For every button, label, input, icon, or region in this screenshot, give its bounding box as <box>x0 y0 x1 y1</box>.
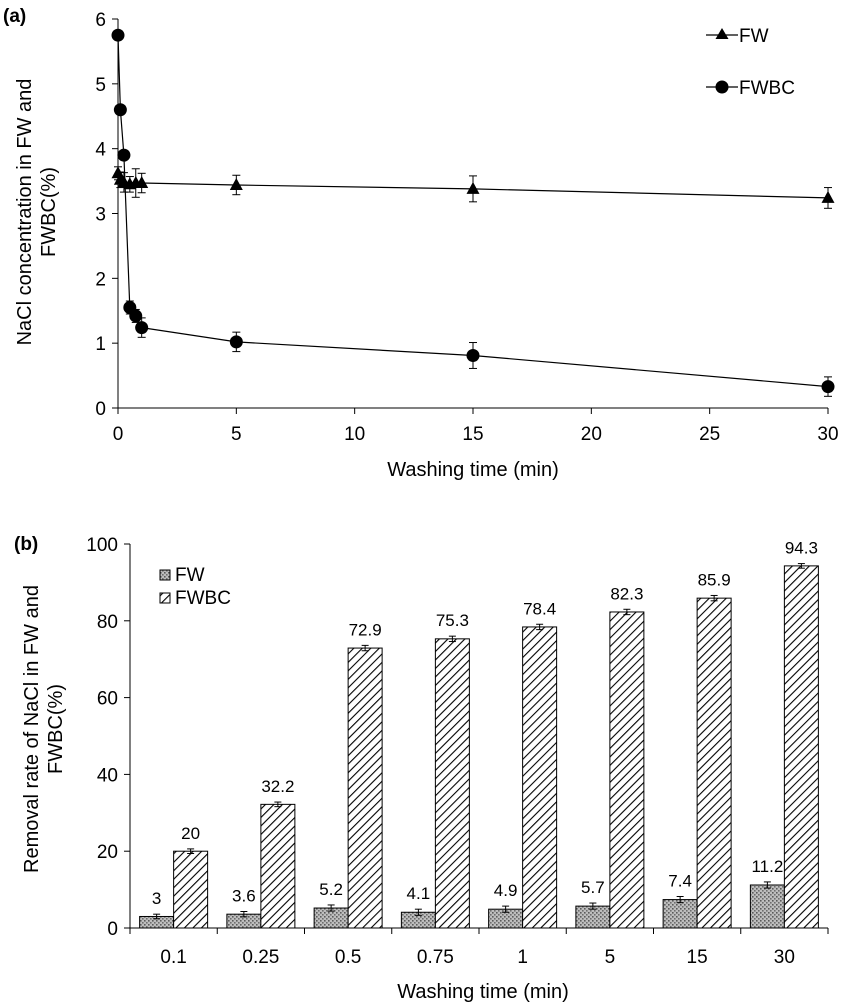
chart-a-fwbc-point-8 <box>821 380 835 394</box>
chart-a-y-tick-label-5: 5 <box>95 75 106 96</box>
chart-b-fwbc-bar-4 <box>522 626 558 929</box>
chart-b-y-label: Removal rate of NaCl in FW and FWBC(%) <box>21 585 67 873</box>
chart-b: (b) Removal rate of NaCl in FW and FWBC(… <box>14 534 829 1003</box>
chart-b-x-tick-label-1: 0.25 <box>242 947 279 968</box>
chart-a-fwbc-point-4 <box>129 309 143 323</box>
chart-b-fwbc-data-label-4: 78.4 <box>523 599 556 618</box>
chart-b-fwbc-bar-1 <box>260 803 296 929</box>
chart-a-y-label-line2: FWBC(%) <box>38 167 60 257</box>
chart-a-fw-point-6 <box>229 178 243 190</box>
chart-a-y-label: NaCl concentration in FW and FWBC(%) <box>14 79 60 346</box>
chart-b-fwbc-data-label-2: 72.9 <box>349 620 382 639</box>
legend-b-fwbc-label: FWBC <box>175 588 231 609</box>
chart-b-fw-data-label-6: 7.4 <box>668 872 692 891</box>
chart-a-x-tick-label-4: 20 <box>581 424 602 445</box>
chart-b-y-tick-label-5: 100 <box>86 535 118 556</box>
legend-b-fw-swatch <box>159 569 171 581</box>
chart-b-fwbc-bar-6 <box>696 597 732 929</box>
chart-a-fwbc-point-1 <box>113 103 127 117</box>
chart-b-legend: FW FWBC <box>159 565 231 609</box>
chart-b-fwbc-data-label-7: 94.3 <box>785 539 818 558</box>
panel-b-label: (b) <box>14 534 38 555</box>
chart-a-series-fwbc <box>111 28 835 397</box>
chart-a-fw-point-5 <box>135 176 149 188</box>
chart-b-fw-data-label-3: 4.1 <box>407 884 431 903</box>
chart-a-fwbc-point-7 <box>466 348 480 362</box>
panel-a-label: (a) <box>3 6 26 27</box>
chart-a-y-tick-label-2: 2 <box>95 269 106 290</box>
chart-b-series-fw: 3 3.6 5.2 4.1 4.9 5.7 7.4 11.2 <box>139 857 785 929</box>
legend-a-fw-marker <box>715 28 729 39</box>
chart-b-y-tick-label-2: 40 <box>97 765 118 786</box>
chart-b-fwbc-data-label-0: 20 <box>181 824 200 843</box>
chart-b-fwbc-data-label-3: 75.3 <box>436 611 469 630</box>
chart-b-x-tick-label-2: 0.5 <box>335 947 361 968</box>
chart-b-fwbc-bar-2 <box>347 647 383 929</box>
chart-b-y-label-line1: Removal rate of NaCl in FW and <box>21 585 43 873</box>
chart-a-x-tick-label-2: 10 <box>344 424 365 445</box>
chart-a-x-tick-label-5: 25 <box>699 424 720 445</box>
chart-b-y-tick-label-1: 20 <box>97 842 118 863</box>
legend-a-fw-label: FW <box>739 26 769 47</box>
chart-b-fwbc-bar-3 <box>434 638 470 929</box>
chart-b-x-tick-label-0: 0.1 <box>160 947 186 968</box>
chart-a-fwbc-point-2 <box>117 148 131 162</box>
chart-b-fwbc-bar-0 <box>173 850 209 929</box>
chart-a-series-fw <box>111 166 835 209</box>
chart-a-y-tick-label-1: 1 <box>95 334 106 355</box>
chart-b-y-tick-label-3: 60 <box>97 689 118 710</box>
chart-b-fwbc-data-label-6: 85.9 <box>698 570 731 589</box>
chart-a-fw-point-7 <box>466 181 480 194</box>
chart-b-fw-data-label-5: 5.7 <box>581 878 605 897</box>
chart-b-y-label-line2: FWBC(%) <box>45 684 67 774</box>
chart-b-fw-data-label-0: 3 <box>152 889 161 908</box>
chart-a-fw-point-8 <box>821 190 835 203</box>
legend-b-fw-label: FW <box>175 565 205 586</box>
chart-b-fw-data-label-4: 4.9 <box>494 881 518 900</box>
chart-b-series-fwbc: 20 32.2 72.9 75.3 78.4 82.3 85.9 94.3 <box>173 539 819 929</box>
chart-a-fwbc-point-0 <box>111 28 125 42</box>
chart-a-legend: FW FWBC <box>706 26 795 99</box>
chart-b-fwbc-bar-7 <box>783 565 819 929</box>
chart-a-y-label-line1: NaCl concentration in FW and <box>14 79 36 346</box>
chart-a-y-tick-label-4: 4 <box>95 140 106 161</box>
chart-a-x-tick-label-0: 0 <box>113 424 124 445</box>
chart-b-fw-data-label-1: 3.6 <box>232 886 256 905</box>
chart-b-fwbc-data-label-1: 32.2 <box>261 777 294 796</box>
chart-b-fwbc-bar-5 <box>609 611 645 929</box>
chart-a-fwbc-point-5 <box>135 321 149 335</box>
chart-b-x-tick-label-4: 1 <box>517 947 528 968</box>
chart-a-x-tick-label-3: 15 <box>462 424 483 445</box>
chart-b-fw-data-label-7: 11.2 <box>751 857 783 876</box>
chart-a-x-tick-label-1: 5 <box>231 424 242 445</box>
legend-a-fwbc-label: FWBC <box>739 78 795 99</box>
chart-a-x-tick-label-6: 30 <box>817 424 838 445</box>
chart-a-y-tick-label-6: 6 <box>95 10 106 31</box>
chart-a-x-label: Washing time (min) <box>387 459 559 481</box>
chart-b-x-label: Washing time (min) <box>397 981 569 1003</box>
chart-a-fwbc-point-6 <box>229 335 243 349</box>
legend-a-fwbc-marker <box>715 80 729 94</box>
chart-b-fw-bar-6 <box>662 899 698 929</box>
chart-b-x-tick-label-3: 0.75 <box>417 947 454 968</box>
chart-a-y-tick-label-3: 3 <box>95 205 106 226</box>
chart-b-fw-data-label-2: 5.2 <box>319 880 343 899</box>
chart-a: (a) NaCl concentration in FW and FWBC(%)… <box>3 6 839 481</box>
chart-b-x-tick-label-6: 15 <box>687 947 708 968</box>
chart-a-y-tick-label-0: 0 <box>95 399 106 420</box>
legend-b-fwbc-swatch <box>159 592 171 604</box>
chart-b-y-tick-label-4: 80 <box>97 612 118 633</box>
chart-b-y-tick-label-0: 0 <box>107 919 118 940</box>
chart-b-fw-bar-7 <box>749 884 785 929</box>
chart-b-fwbc-data-label-5: 82.3 <box>610 584 643 603</box>
chart-b-x-tick-label-7: 30 <box>774 947 795 968</box>
chart-b-x-tick-label-5: 5 <box>605 947 616 968</box>
